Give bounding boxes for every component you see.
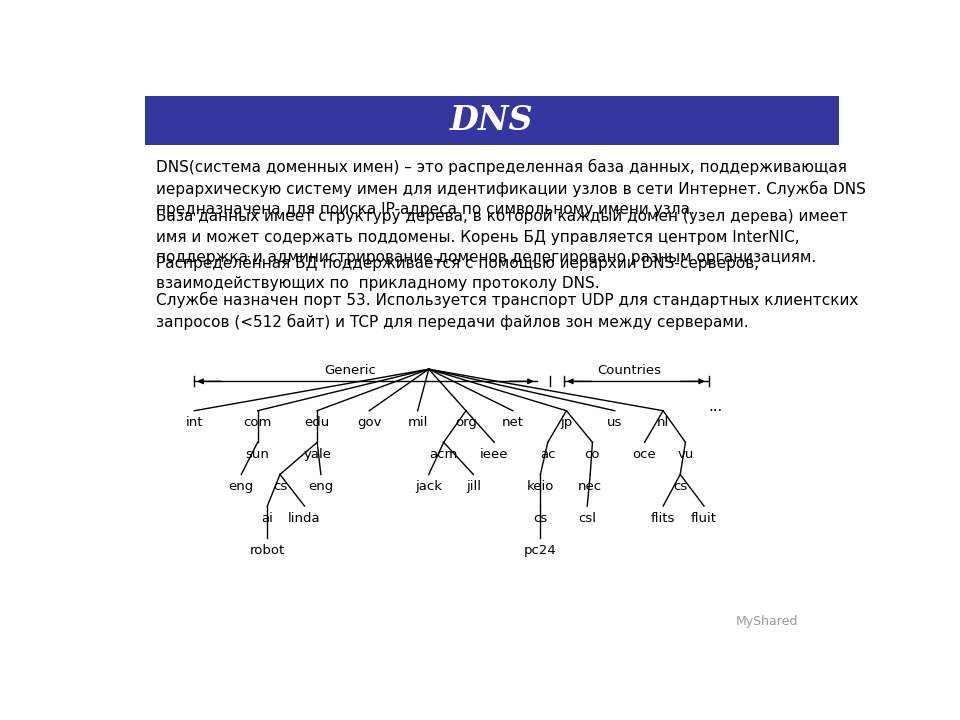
- Text: eng: eng: [228, 480, 253, 493]
- Text: Generic: Generic: [324, 364, 376, 377]
- Text: ieee: ieee: [480, 448, 509, 461]
- Text: Службе назначен порт 53. Используется транспорт UDP для стандартных клиентских
з: Службе назначен порт 53. Используется тр…: [156, 292, 858, 330]
- Text: gov: gov: [357, 416, 381, 429]
- Text: oce: oce: [633, 448, 657, 461]
- Text: us: us: [607, 416, 622, 429]
- Text: cs: cs: [533, 512, 547, 525]
- Text: com: com: [244, 416, 272, 429]
- Text: edu: edu: [304, 416, 330, 429]
- FancyBboxPatch shape: [145, 96, 839, 145]
- Text: co: co: [585, 448, 600, 461]
- Text: ...: ...: [708, 399, 722, 414]
- Text: DNS(система доменных имен) – это распределенная база данных, поддерживающая
иера: DNS(система доменных имен) – это распред…: [156, 158, 866, 217]
- Text: robot: robot: [250, 544, 285, 557]
- Text: csl: csl: [578, 512, 596, 525]
- Text: jack: jack: [416, 480, 443, 493]
- Text: jill: jill: [466, 480, 481, 493]
- Text: MyShared: MyShared: [736, 615, 799, 628]
- Text: keio: keio: [527, 480, 554, 493]
- Text: fluit: fluit: [691, 512, 717, 525]
- Text: sun: sun: [246, 448, 270, 461]
- Text: jp: jp: [561, 416, 572, 429]
- Text: int: int: [185, 416, 204, 429]
- Text: DNS: DNS: [450, 104, 534, 137]
- Text: Countries: Countries: [598, 364, 661, 377]
- Text: pc24: pc24: [524, 544, 557, 557]
- Text: flits: flits: [651, 512, 675, 525]
- Text: ai: ai: [261, 512, 274, 525]
- Text: eng: eng: [308, 480, 333, 493]
- Text: База данных имеет структуру дерева, в которой каждый домен (узел дерева) имеет
и: База данных имеет структуру дерева, в ко…: [156, 210, 848, 265]
- Text: ac: ac: [540, 448, 556, 461]
- Text: yale: yale: [303, 448, 331, 461]
- Text: org: org: [455, 416, 477, 429]
- Text: acm: acm: [429, 448, 458, 461]
- Text: vu: vu: [677, 448, 694, 461]
- Text: net: net: [502, 416, 524, 429]
- Text: mil: mil: [407, 416, 428, 429]
- Text: cs: cs: [673, 480, 687, 493]
- Text: Распределённая БД поддерживается с помощью иерархии DNS-серверов,
взаимодействую: Распределённая БД поддерживается с помощ…: [156, 256, 758, 291]
- Text: linda: linda: [288, 512, 321, 525]
- Text: nl: nl: [657, 416, 669, 429]
- Text: cs: cs: [273, 480, 287, 493]
- Text: nec: nec: [578, 480, 602, 493]
